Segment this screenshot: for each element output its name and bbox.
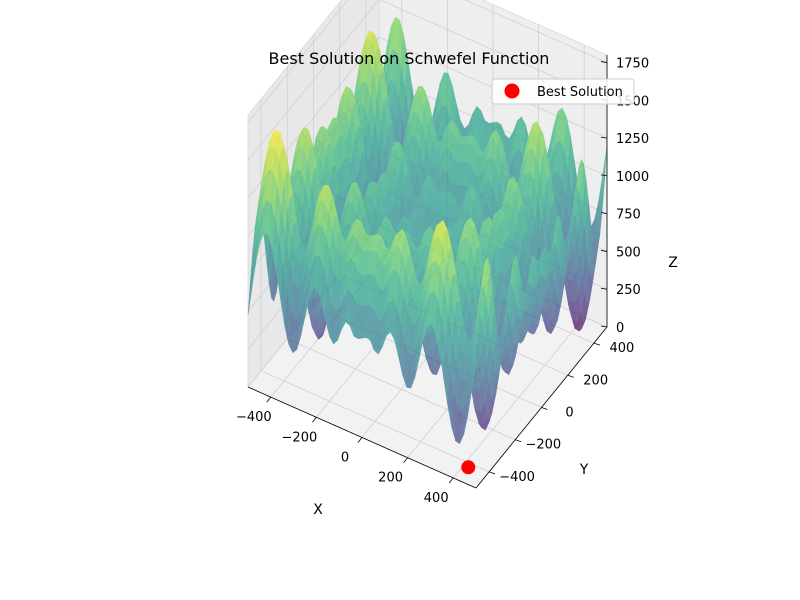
z-tick-mark	[600, 287, 608, 290]
grid-line-z	[247, 0, 608, 123]
z-axis-label: Z	[668, 255, 678, 271]
scatter-points	[461, 460, 476, 475]
surface-mesh	[247, 16, 608, 445]
z-tick-label: 250	[616, 283, 641, 298]
y-tick-mark	[515, 439, 522, 443]
y-tick-label: 0	[565, 406, 573, 421]
z-tick-mark	[600, 136, 608, 139]
y-tick-mark	[567, 374, 574, 378]
x-tick-mark	[403, 457, 408, 463]
x-tick-label: 400	[424, 491, 449, 506]
legend-label-best-solution: Best Solution	[537, 85, 623, 100]
grid-line-z	[247, 0, 608, 161]
x-tick-mark	[357, 437, 363, 443]
z-tick-label: 0	[616, 321, 624, 336]
y-tick-label: 400	[609, 341, 634, 356]
z-tick-label: 1750	[616, 57, 649, 72]
y-tick-label: −400	[499, 470, 535, 485]
z-tick-mark	[600, 212, 608, 215]
surface-facet	[471, 328, 479, 390]
legend-marker-best-solution	[504, 83, 520, 99]
legend-box	[491, 78, 635, 105]
surface-plot	[247, 16, 608, 445]
y-tick-label: −200	[525, 438, 561, 453]
legend: Best Solution	[491, 78, 635, 105]
y-axis-label: Y	[579, 462, 589, 478]
z-tick-label: 750	[616, 208, 641, 223]
x-tick-label: −400	[236, 410, 272, 425]
z-tick-label: 1000	[616, 170, 649, 185]
z-tick-label: 500	[616, 245, 641, 260]
best-solution-point	[461, 460, 476, 475]
x-tick-mark	[448, 477, 454, 484]
z-tick-label: 1250	[616, 132, 649, 147]
x-tick-label: 200	[378, 471, 403, 486]
z-tick-mark	[600, 325, 608, 328]
y-tick-mark	[593, 342, 601, 346]
z-tick-mark	[600, 61, 608, 63]
chart-title: Best Solution on Schwefel Function	[269, 49, 550, 68]
y-tick-label: 200	[583, 373, 608, 388]
x-tick-label: 0	[341, 451, 349, 466]
x-tick-mark	[266, 396, 272, 403]
y-tick-mark	[541, 407, 548, 410]
z-tick-mark	[600, 250, 608, 252]
x-tick-label: −200	[282, 430, 318, 445]
z-tick-mark	[600, 174, 608, 177]
x-axis-label: X	[313, 502, 323, 518]
y-tick-mark	[488, 471, 496, 475]
x-tick-mark	[312, 417, 317, 423]
